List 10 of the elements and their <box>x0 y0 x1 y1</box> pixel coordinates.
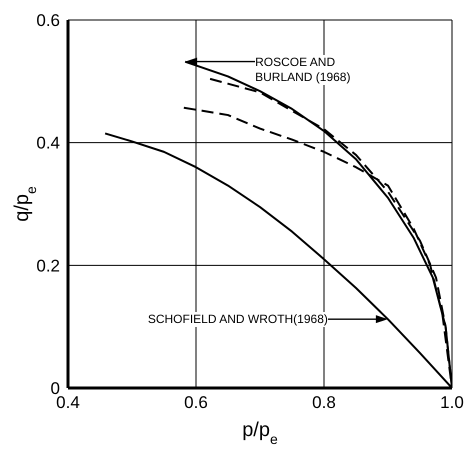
annotation: SCHOFIELD AND WROTH(1968) <box>148 312 328 328</box>
x-tick-label: 1.0 <box>440 393 464 412</box>
x-tick-label: 0.6 <box>184 393 208 412</box>
y-tick-label: 0.4 <box>36 134 60 153</box>
y-tick-label: 0.2 <box>36 256 60 276</box>
annotation: ROSCOE AND BURLAND (1968) <box>255 54 384 85</box>
x-tick-label: 0.8 <box>312 393 336 412</box>
y-tick-label: 0.6 <box>36 11 60 30</box>
x-tick-label: 0.4 <box>56 393 80 412</box>
x-axis-title: p/p$_{e}$ <box>242 419 278 447</box>
